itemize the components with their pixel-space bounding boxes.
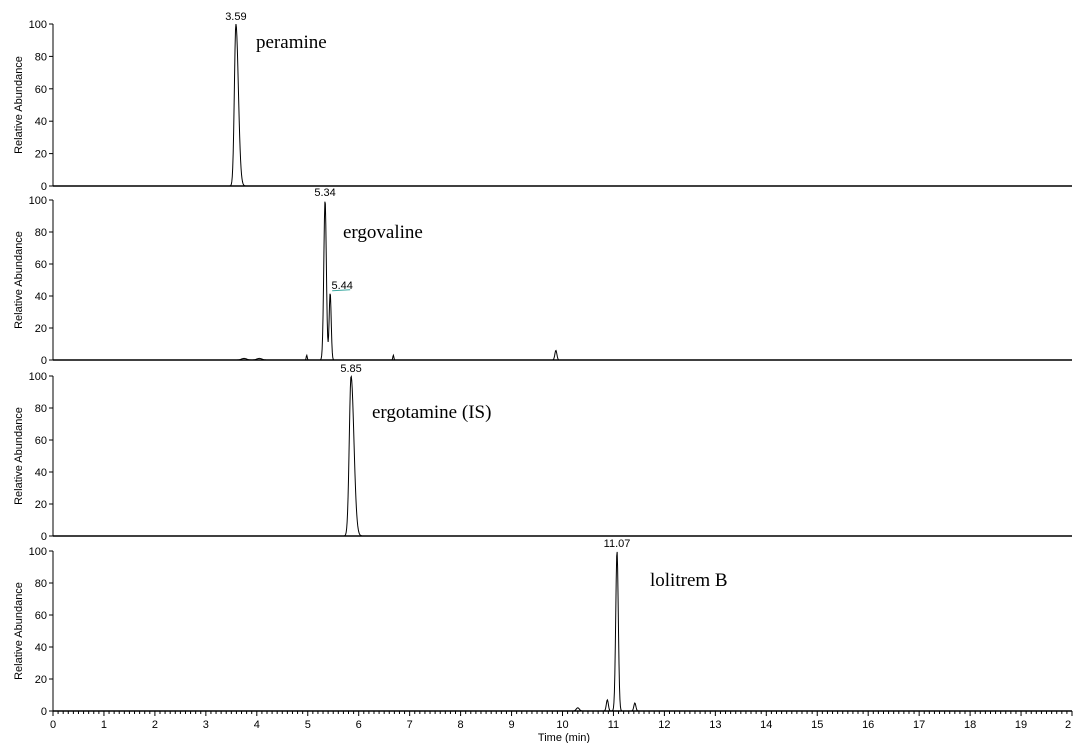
panel-3: 0 20 40 60 80 100 Relative Abundance 11.07 lolit…	[13, 538, 1072, 718]
y-tick-label: 20	[35, 323, 47, 335]
x-tick-label: 0	[50, 719, 56, 731]
x-tick-label: 17	[913, 719, 925, 731]
chromatogram-panels: 0 20 40 60 80 100 Relative Abundance 3.59 perami…	[13, 11, 1072, 718]
x-tick-label: 7	[407, 719, 413, 731]
y-tick-label: 100	[29, 371, 47, 383]
peak-label: 5.85	[340, 363, 361, 375]
x-axis-label: Time (min)	[538, 732, 590, 743]
x-tick-label: 2	[1065, 719, 1071, 731]
y-tick-label: 100	[29, 546, 47, 558]
x-tick-label: 14	[760, 719, 772, 731]
y-tick-label: 0	[41, 531, 47, 543]
y-tick-label: 80	[35, 227, 47, 239]
y-tick-label: 20	[35, 149, 47, 161]
y-axis-label: Relative Abundance	[13, 231, 25, 329]
x-tick-label: 12	[658, 719, 670, 731]
y-tick-label: 20	[35, 674, 47, 686]
x-tick-label: 4	[254, 719, 260, 731]
time-axis: 0 1 2 3 4 5 6 7 8 9 10 11 12 13 14 15 16 17 18 19 2	[50, 711, 1073, 731]
x-tick-label: 6	[356, 719, 362, 731]
compound-label: ergotamine (IS)	[372, 402, 491, 423]
x-tick-label: 13	[709, 719, 721, 731]
chromatogram-trace	[53, 551, 1072, 712]
y-tick-label: 20	[35, 499, 47, 511]
y-axis-label: Relative Abundance	[13, 582, 25, 680]
panel-2: 0 20 40 60 80 100 Relative Abundance 5.85 ergota…	[13, 363, 1072, 543]
peak-label: 5.34	[314, 187, 335, 199]
y-axis-label: Relative Abundance	[13, 407, 25, 505]
y-tick-label: 40	[35, 642, 47, 654]
x-tick-label: 16	[862, 719, 874, 731]
peak-label: 3.59	[225, 11, 246, 23]
y-tick-label: 60	[35, 610, 47, 622]
y-tick-label: 60	[35, 84, 47, 96]
x-tick-label: 10	[556, 719, 568, 731]
compound-label: lolitrem B	[650, 570, 728, 591]
y-tick-label: 40	[35, 291, 47, 303]
panel-0: 0 20 40 60 80 100 Relative Abundance 3.59 perami…	[13, 11, 1072, 193]
y-tick-label: 100	[29, 195, 47, 207]
peak-label: 5.44	[331, 280, 352, 292]
x-tick-label: 18	[964, 719, 976, 731]
y-tick-label: 60	[35, 259, 47, 271]
y-tick-label: 0	[41, 706, 47, 718]
peak-label-leader	[332, 289, 351, 292]
x-tick-label: 9	[508, 719, 514, 731]
x-tick-label: 8	[458, 719, 464, 731]
y-tick-label: 0	[41, 355, 47, 367]
compound-label: peramine	[256, 32, 327, 53]
y-tick-label: 40	[35, 467, 47, 479]
x-tick-label: 19	[1015, 719, 1027, 731]
y-tick-label: 60	[35, 435, 47, 447]
x-tick-label: 1	[101, 719, 107, 731]
x-tick-label: 2	[152, 719, 158, 731]
chromatogram-trace	[53, 374, 1072, 537]
x-tick-label: 5	[305, 719, 311, 731]
y-tick-label: 100	[29, 19, 47, 31]
y-tick-label: 40	[35, 116, 47, 128]
x-tick-label: 15	[811, 719, 823, 731]
x-tick-label: 3	[203, 719, 209, 731]
y-axis-label: Relative Abundance	[13, 56, 25, 154]
x-tick-label: 11	[608, 719, 619, 731]
y-tick-label: 80	[35, 578, 47, 590]
y-tick-label: 80	[35, 403, 47, 415]
compound-label: ergovaline	[343, 222, 423, 243]
chromatogram-trace	[53, 23, 1072, 187]
peak-label: 11.07	[604, 538, 631, 550]
y-tick-label: 0	[41, 181, 47, 193]
panel-1: 0 20 40 60 80 100 Relative Abundance 5.34 5.44 er…	[13, 187, 1072, 367]
y-tick-label: 80	[35, 51, 47, 63]
chromatogram-trace	[53, 201, 1072, 361]
